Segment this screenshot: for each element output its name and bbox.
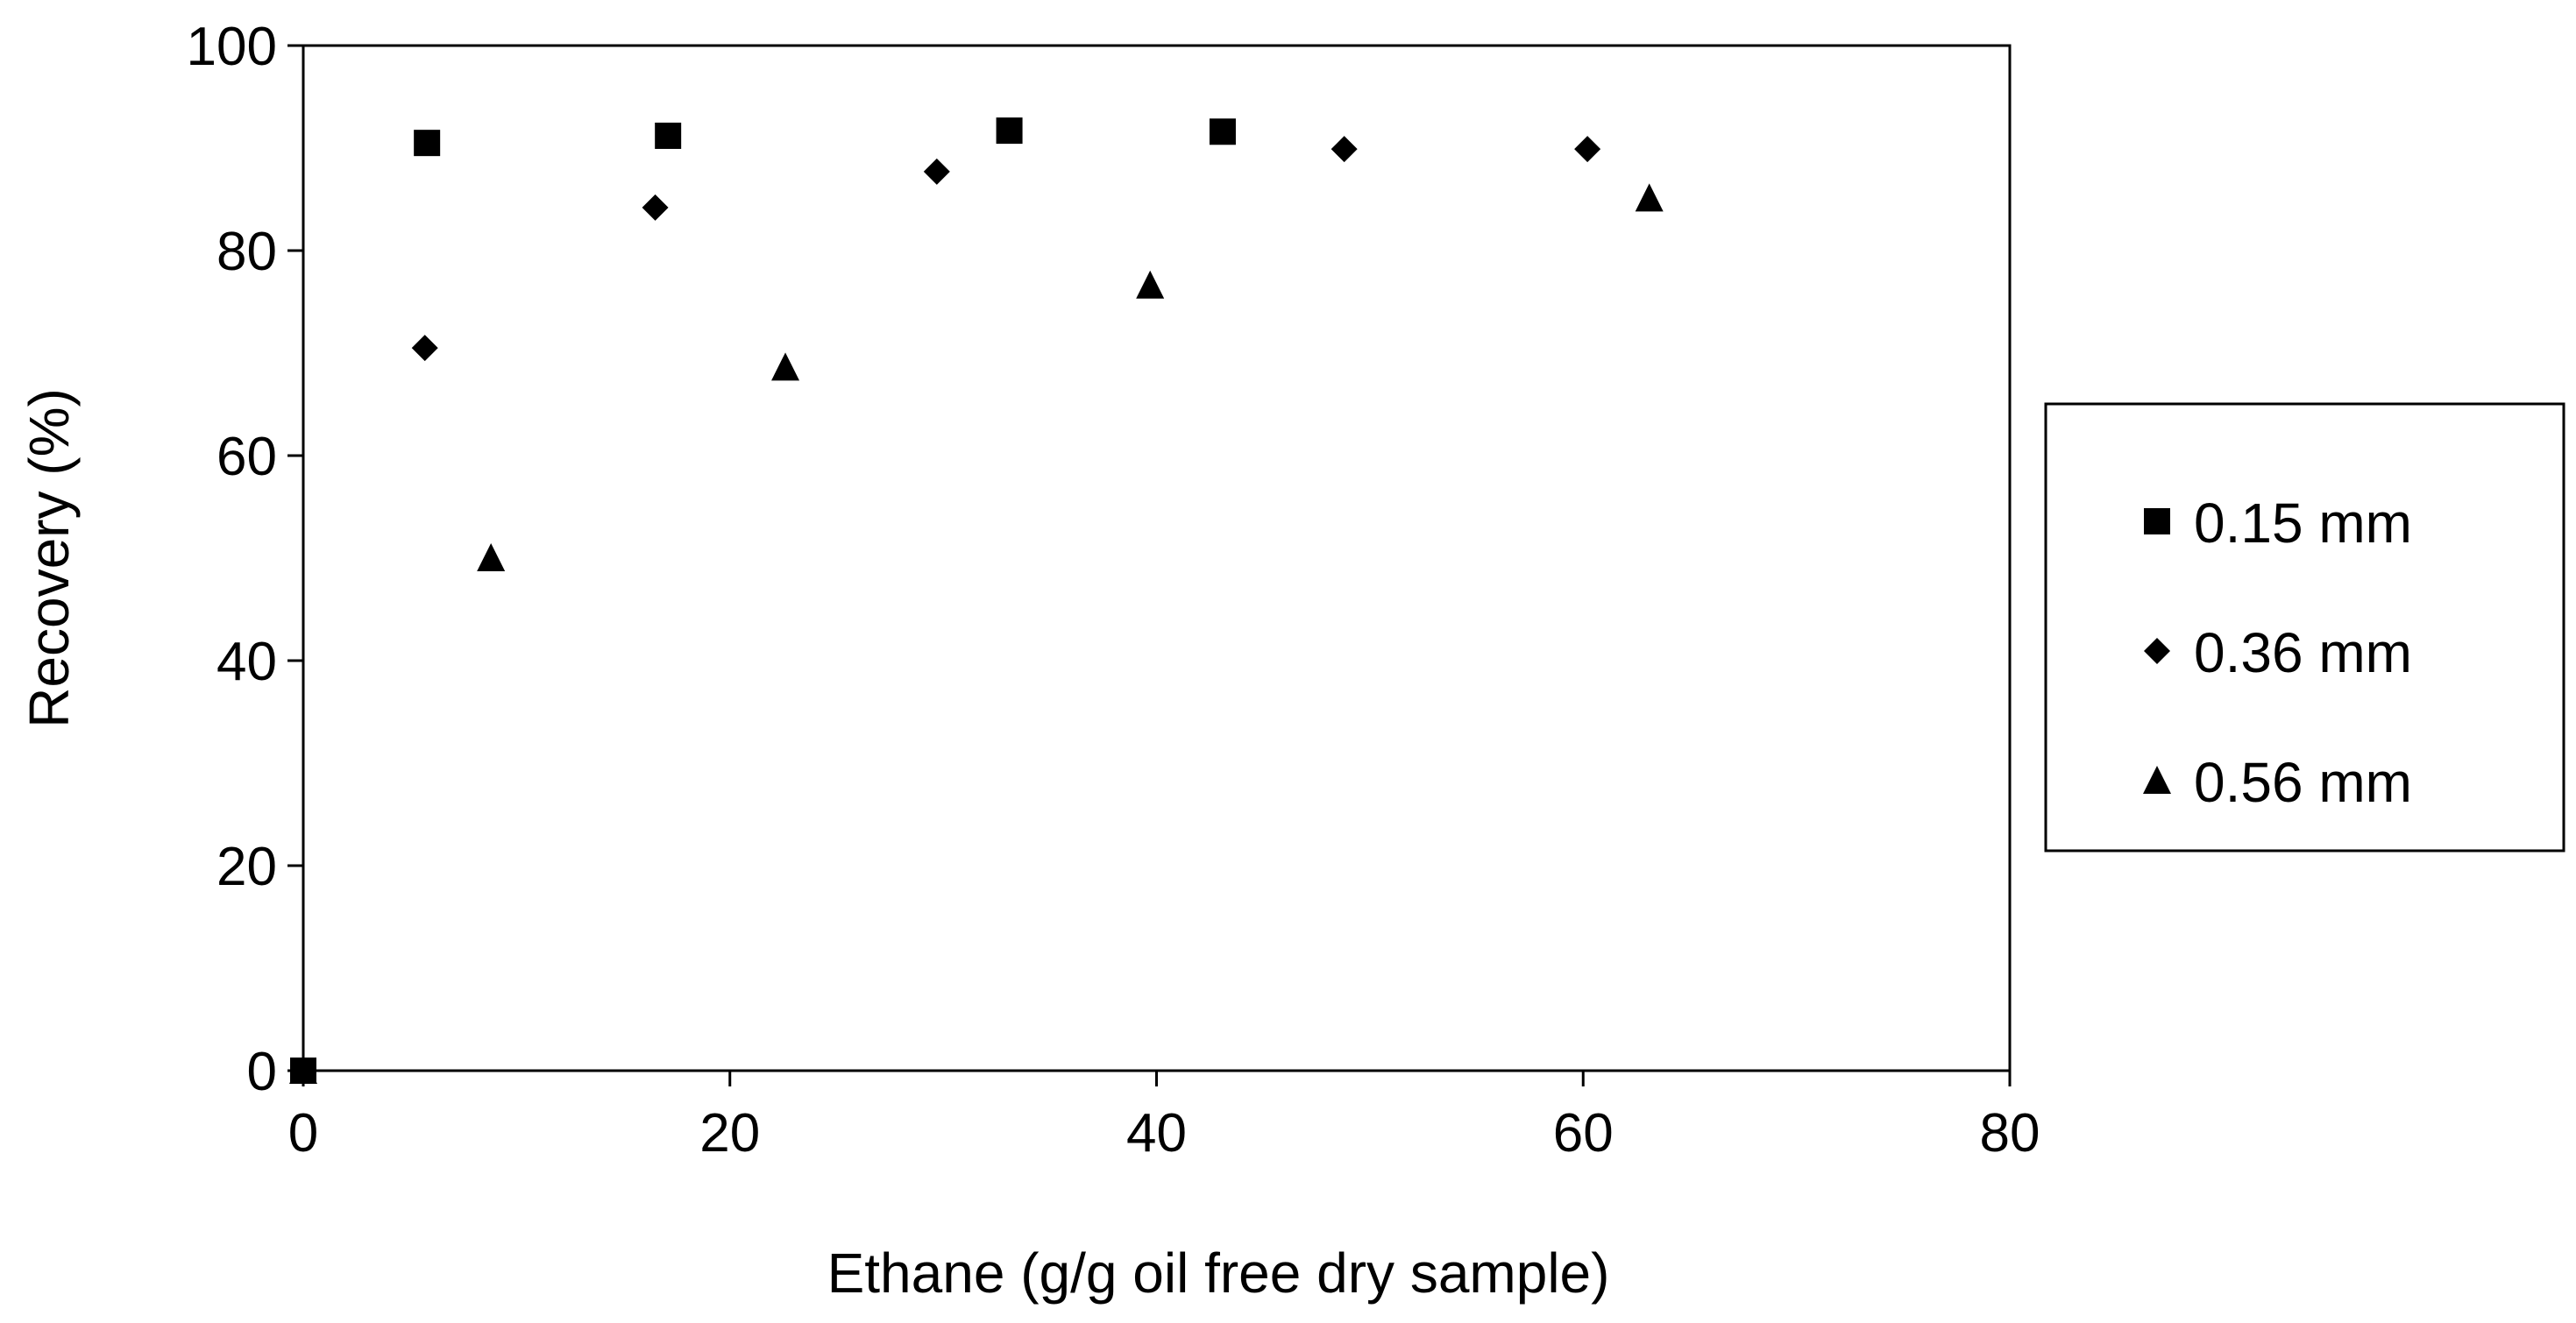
data-point-triangle <box>477 543 506 571</box>
y-tick-label: 80 <box>216 222 277 282</box>
plot-area <box>302 44 2012 1072</box>
x-tick-label: 0 <box>288 1103 318 1164</box>
data-point-triangle <box>1635 183 1664 212</box>
legend: 0.15 mm 0.36 mm 0.56 mm <box>2044 402 2565 853</box>
series-triangle <box>289 183 1664 1084</box>
data-point-diamond <box>1574 136 1601 163</box>
x-axis: 0 20 40 60 80 <box>288 1071 2040 1164</box>
legend-entry: 0.56 mm <box>2143 751 2412 814</box>
y-axis-title: Recovery (%) <box>18 388 81 728</box>
x-axis-title: Ethane (g/g oil free dry sample) <box>827 1242 1610 1305</box>
x-tick-label: 20 <box>699 1103 760 1164</box>
data-point-triangle <box>771 352 800 381</box>
y-tick-label: 20 <box>216 837 277 897</box>
data-markers <box>289 117 1664 1084</box>
data-point-triangle <box>289 1056 317 1084</box>
x-tick-label: 80 <box>1980 1103 2040 1164</box>
data-point-diamond <box>642 194 669 221</box>
legend-entry: 0.36 mm <box>2144 621 2412 684</box>
data-point-square <box>1209 118 1236 145</box>
legend-label: 0.15 mm <box>2194 492 2412 555</box>
data-point-square <box>414 130 441 157</box>
data-point-square <box>996 117 1023 145</box>
legend-label: 0.36 mm <box>2194 621 2412 684</box>
data-point-square <box>655 122 682 149</box>
y-tick-label: 60 <box>216 427 277 487</box>
legend-label: 0.56 mm <box>2194 751 2412 814</box>
legend-entry: 0.15 mm <box>2144 492 2412 555</box>
x-tick-label: 40 <box>1126 1103 1187 1164</box>
y-tick-label: 0 <box>247 1042 277 1102</box>
y-tick-label: 40 <box>216 632 277 692</box>
legend-marker-triangle <box>2143 766 2171 794</box>
data-point-diamond <box>923 158 950 185</box>
data-point-diamond <box>1331 136 1358 163</box>
data-point-diamond <box>411 335 438 362</box>
x-tick-label: 60 <box>1553 1103 1614 1164</box>
data-point-triangle <box>1136 270 1165 299</box>
legend-box <box>2044 402 2565 853</box>
y-tick-label: 100 <box>187 17 277 77</box>
legend-marker-square <box>2144 508 2170 534</box>
legend-marker-diamond <box>2144 638 2170 664</box>
y-axis: 0 20 40 60 80 100 <box>187 17 303 1102</box>
